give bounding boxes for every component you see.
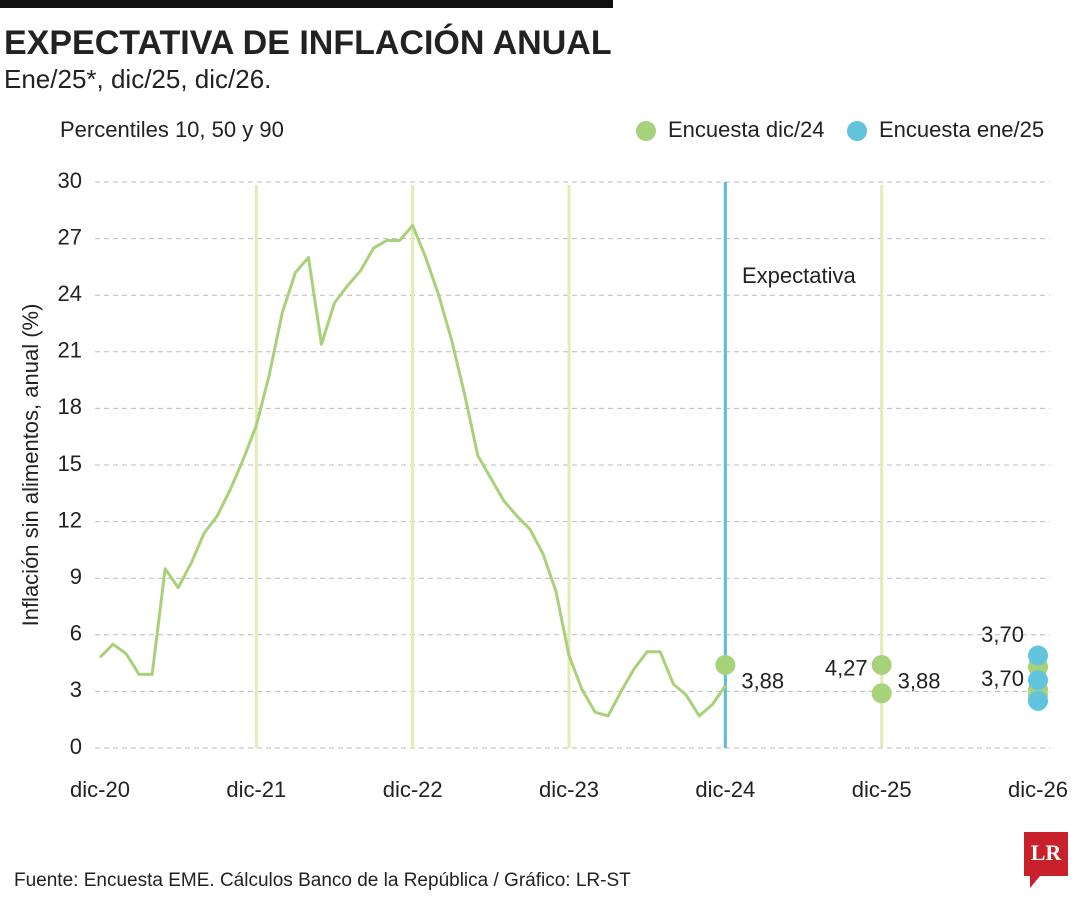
x-tick-label: dic-22 [383,777,443,802]
legend-label: Encuesta ene/25 [879,117,1044,142]
chart-subtitle: Ene/25*, dic/25, dic/26. [4,64,271,94]
x-tick-label: dic-21 [226,777,286,802]
survey-point [871,683,892,704]
y-tick-label: 21 [58,338,82,363]
survey-point [1028,670,1048,691]
y-tick-label: 15 [58,451,82,476]
x-tick-label: dic-26 [1008,777,1068,802]
value-label: 4,27 [825,655,868,680]
y-axis-label: Inflación sin alimentos, anual (%) [18,304,43,627]
chart-title: EXPECTATIVA DE INFLACIÓN ANUAL [4,24,612,62]
value-label: 3,70 [981,666,1024,691]
source: Fuente: Encuesta EME. Cálculos Banco de … [14,870,631,891]
survey-point [1028,645,1048,666]
y-tick-label: 6 [70,621,82,646]
annotation: Expectativa [742,263,856,288]
line [98,223,727,718]
survey-point [715,654,736,675]
top-bar [0,0,613,8]
value-label: 3,88 [898,669,941,694]
y-tick-label: 9 [70,564,82,589]
value-label: 3,70 [981,622,1024,647]
legend-swatch [847,121,867,141]
y-tick-label: 24 [58,281,82,306]
y-tick-label: 27 [58,224,82,249]
x-tick-label: dic-23 [539,777,599,802]
x-tick-label: dic-25 [852,777,912,802]
y-tick-label: 3 [70,677,82,702]
legend-swatch [636,121,656,141]
y-tick-label: 18 [58,394,82,419]
y-tick-label: 0 [70,734,82,759]
survey-point [871,654,892,675]
x-tick-label: dic-20 [70,777,130,802]
y-tick-label: 30 [58,168,82,193]
value-label: 3,88 [741,669,784,694]
survey-point [1028,690,1048,711]
logo: LR [1031,840,1063,865]
y-tick-label: 12 [58,507,82,532]
note: Percentiles 10, 50 y 90 [60,117,284,142]
x-tick-label: dic-24 [695,777,755,802]
legend-label: Encuesta dic/24 [668,117,825,142]
logo-box [1024,832,1068,888]
